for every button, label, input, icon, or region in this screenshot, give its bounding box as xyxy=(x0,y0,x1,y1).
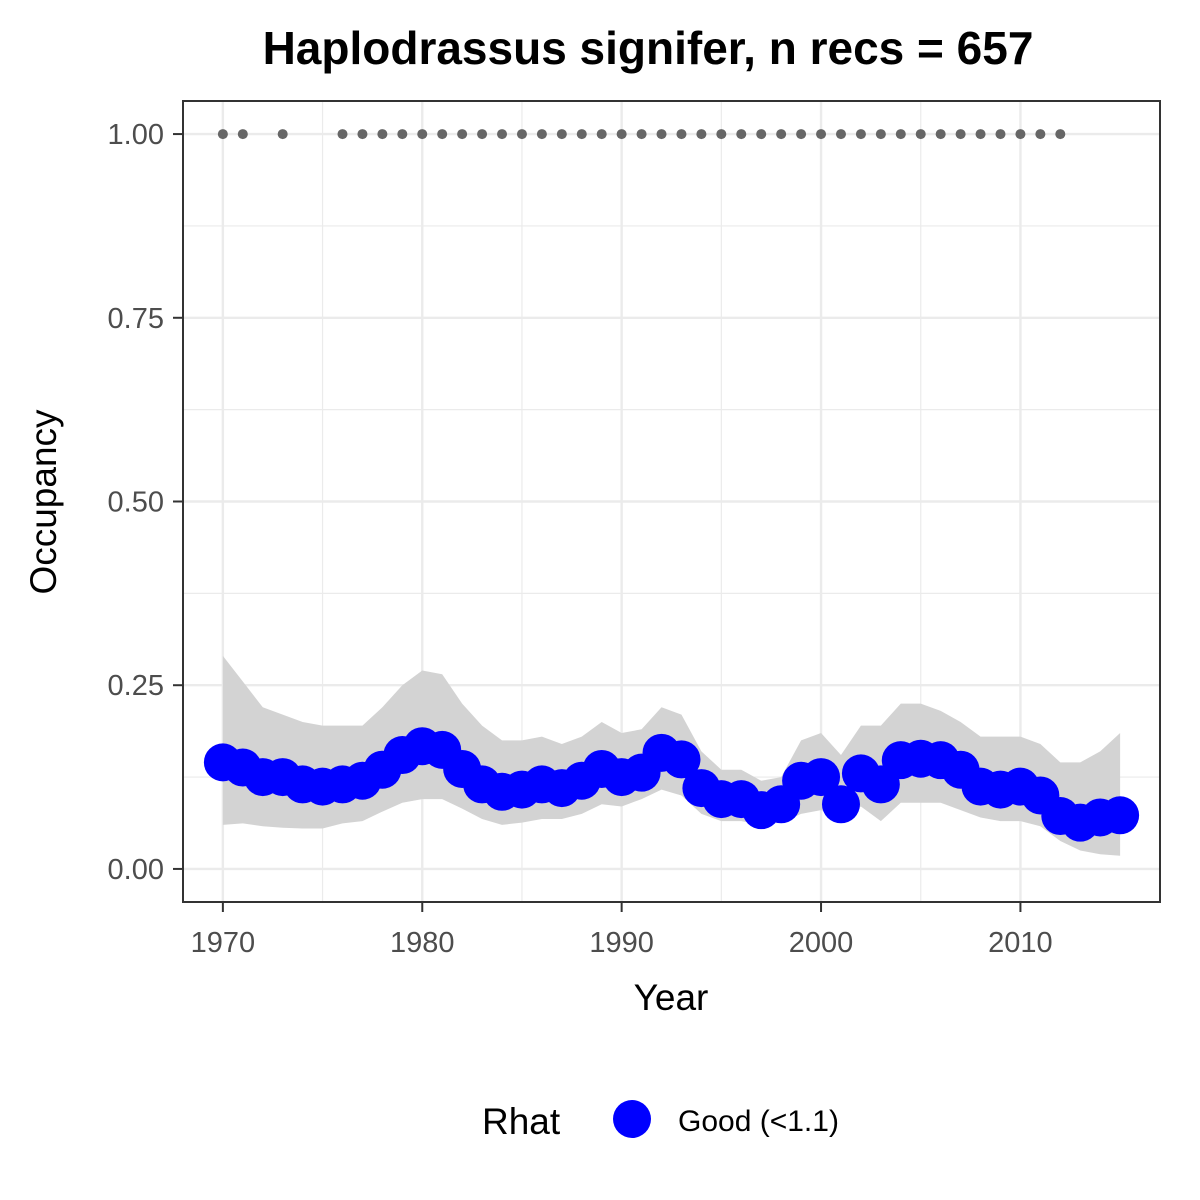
record-point xyxy=(1055,129,1066,140)
record-point xyxy=(875,129,886,140)
x-tick-label: 2000 xyxy=(789,927,854,959)
record-point xyxy=(895,129,906,140)
record-point xyxy=(377,129,388,140)
y-tick-label: 0.50 xyxy=(108,487,164,519)
record-point xyxy=(796,129,807,140)
record-point xyxy=(975,129,986,140)
record-point xyxy=(437,129,448,140)
record-point xyxy=(457,129,468,140)
y-tick-label: 1.00 xyxy=(108,119,164,151)
record-point xyxy=(357,129,368,140)
record-point xyxy=(915,129,926,140)
record-point xyxy=(576,129,587,140)
legend-label-good: Good (<1.1) xyxy=(678,1105,839,1138)
record-point xyxy=(676,129,687,140)
record-point xyxy=(497,129,508,140)
record-points xyxy=(217,129,1066,140)
record-point xyxy=(217,129,228,140)
chart-title: Haplodrassus signifer, n recs = 657 xyxy=(263,22,1034,74)
x-tick-label: 1980 xyxy=(390,927,455,959)
record-point xyxy=(237,129,248,140)
record-point xyxy=(816,129,827,140)
legend-title: Rhat xyxy=(482,1101,561,1142)
occupancy-point xyxy=(802,758,841,797)
record-point xyxy=(855,129,866,140)
x-axis-title: Year xyxy=(634,977,709,1018)
record-point xyxy=(1015,129,1026,140)
occupancy-series xyxy=(203,727,1140,842)
x-tick-label: 1970 xyxy=(191,927,256,959)
record-point xyxy=(516,129,527,140)
record-point xyxy=(616,129,627,140)
occupancy-point xyxy=(662,740,701,779)
record-point xyxy=(1035,129,1046,140)
record-point xyxy=(596,129,607,140)
x-axis: 1970 1980 1990 2000 2010 xyxy=(191,902,1053,959)
x-tick-label: 2010 xyxy=(988,927,1053,959)
record-point xyxy=(636,129,647,140)
y-tick-label: 0.00 xyxy=(108,854,164,886)
record-point xyxy=(696,129,707,140)
record-point xyxy=(955,129,966,140)
record-point xyxy=(656,129,667,140)
record-point xyxy=(756,129,767,140)
record-point xyxy=(556,129,567,140)
record-point xyxy=(277,129,288,140)
record-point xyxy=(736,129,747,140)
y-tick-label: 0.25 xyxy=(108,670,164,702)
record-point xyxy=(716,129,727,140)
record-point xyxy=(337,129,348,140)
record-point xyxy=(417,129,428,140)
record-point xyxy=(477,129,488,140)
x-tick-label: 1990 xyxy=(589,927,654,959)
occupancy-point xyxy=(821,785,860,824)
y-tick-label: 0.75 xyxy=(108,303,164,335)
legend: Rhat Good (<1.1) xyxy=(482,1100,839,1142)
occupancy-point xyxy=(1101,796,1140,835)
record-point xyxy=(835,129,846,140)
record-point xyxy=(776,129,787,140)
y-axis: 0.00 0.25 0.50 0.75 1.00 xyxy=(108,119,183,886)
record-point xyxy=(995,129,1006,140)
grid-lines xyxy=(183,101,1160,902)
record-point xyxy=(536,129,547,140)
record-point xyxy=(935,129,946,140)
legend-key-good xyxy=(613,1100,651,1138)
record-point xyxy=(397,129,408,140)
y-axis-title: Occupancy xyxy=(23,409,64,595)
